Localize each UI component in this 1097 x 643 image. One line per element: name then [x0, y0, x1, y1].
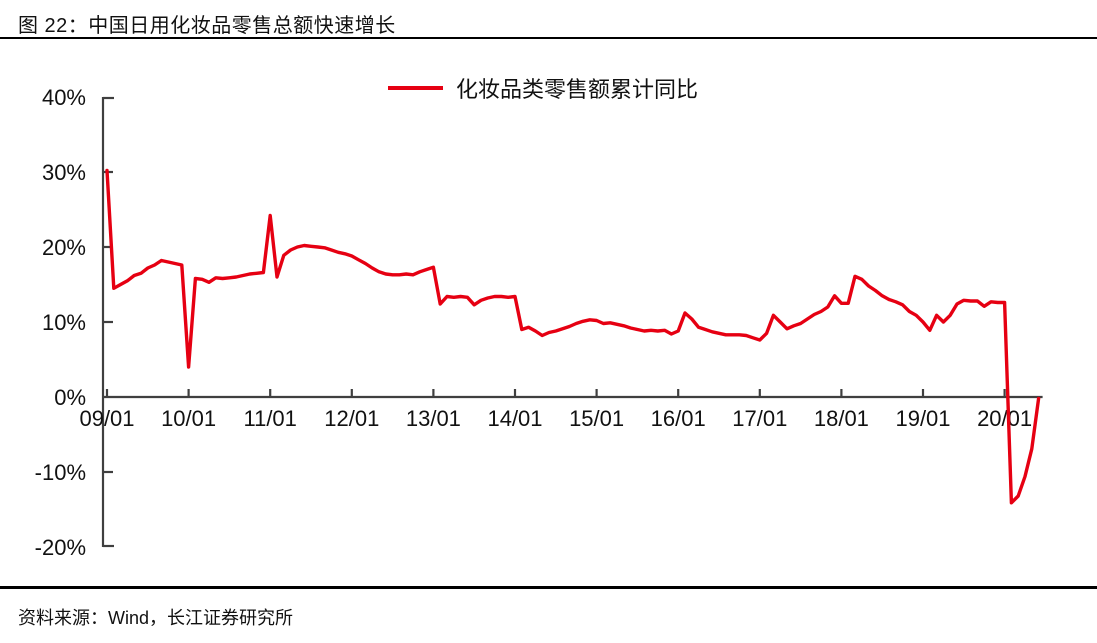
x-axis-label: 18/01 [814, 406, 869, 431]
y-axis-label: -20% [35, 535, 86, 560]
source-note: 资料来源：Wind，长江证券研究所 [0, 586, 1097, 643]
x-axis-label: 11/01 [243, 406, 296, 431]
x-axis-label: 13/01 [406, 406, 461, 431]
source-text: 资料来源：Wind，长江证券研究所 [18, 608, 294, 628]
series-line [105, 168, 1041, 505]
x-axis-label: 17/01 [732, 406, 787, 431]
figure-title: 图 22：中国日用化妆品零售总额快速增长 [18, 15, 396, 37]
x-axis-label: 15/01 [569, 406, 624, 431]
x-axis-label: 19/01 [895, 406, 950, 431]
legend-line-icon [388, 86, 443, 90]
x-axis-label: 16/01 [651, 406, 706, 431]
x-axis-label: 20/01 [977, 406, 1032, 431]
legend-series-label: 化妆品类零售额累计同比 [456, 77, 699, 102]
chart-area: 40% 30% 20% 10% 0% -10% -20% 09/01 10/01 11/01 12/… [0, 39, 1097, 586]
figure-title-bar: 图 22：中国日用化妆品零售总额快速增长 [0, 0, 1097, 39]
x-axis-label: 14/01 [487, 406, 542, 431]
y-axis-label: -10% [35, 460, 86, 485]
y-axis-label: 30% [42, 160, 86, 185]
y-axis-label: 40% [42, 85, 86, 110]
cosmetics-retail-yoy-line-chart: 40% 30% 20% 10% 0% -10% -20% 09/01 10/01 11/01 12/… [35, 85, 1043, 560]
y-axis-label: 10% [42, 310, 86, 335]
x-axis-label: 09/01 [79, 406, 134, 431]
y-axis-label: 0% [54, 385, 86, 410]
legend: 化妆品类零售额累计同比 [388, 75, 699, 102]
x-axis-label: 10/01 [161, 406, 216, 431]
x-axis-label: 12/01 [324, 406, 379, 431]
y-axis-label: 20% [42, 235, 86, 260]
